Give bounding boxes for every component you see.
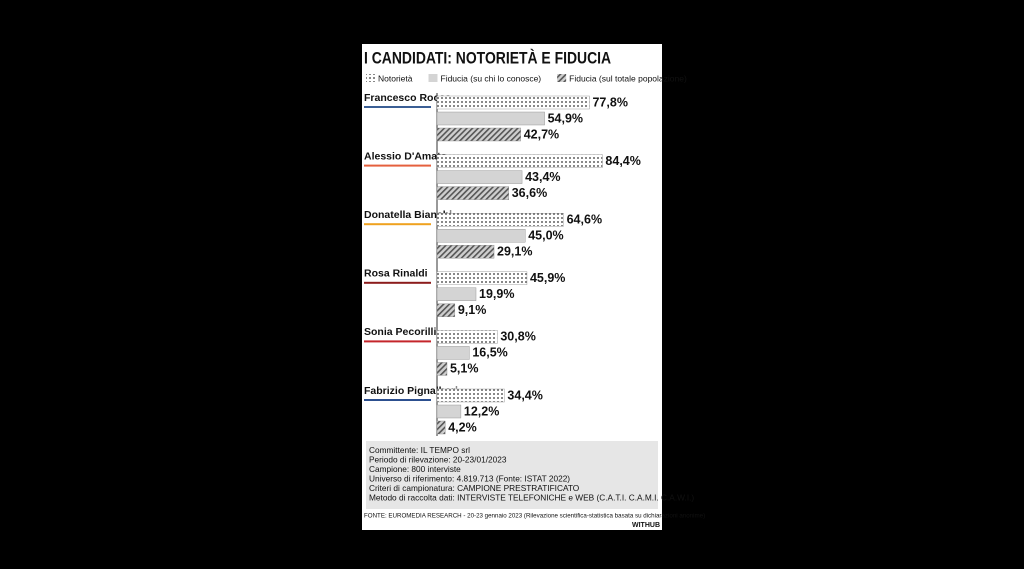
bar [436,271,528,285]
note: Periodo di rilevazione: 20-23/01/2023 [369,455,507,465]
bar [436,303,456,317]
category-label: Rosa Rinaldi [364,268,428,280]
note: Universo di riferimento: 4.819.713 (Font… [369,474,570,484]
bar [436,362,448,376]
legend-label: Fiducia (sul totale popolazione) [569,73,687,83]
note: Metodo di raccolta dati: INTERVISTE TELE… [369,493,694,503]
value-label: 36,6% [512,186,547,200]
note: Committente: IL TEMPO srl [369,445,470,455]
chart-title: I CANDIDATI: NOTORIETÀ E FIDUCIA [364,49,611,68]
note: Criteri di campionatura: CAMPIONE PRESTR… [369,483,580,493]
bar [436,111,545,126]
category-underline [364,281,431,284]
value-label: 64,6% [567,212,602,226]
legend-label: Fiducia (su chi lo conosce) [441,73,542,83]
category-underline [364,223,431,226]
bar [436,388,505,403]
value-label: 45,0% [528,228,563,242]
value-label: 5,1% [450,362,479,376]
category-label: Donatella Bianchi [364,209,452,221]
value-label: 4,2% [448,420,477,434]
value-label: 84,4% [605,154,640,168]
legend-label: Notorietà [378,73,413,83]
bar [436,228,526,243]
notes-box [366,441,658,509]
bar [436,95,590,110]
bar [436,287,477,301]
bar [436,420,446,435]
value-label: 12,2% [464,404,499,418]
category-underline [364,399,431,401]
bar [436,212,564,227]
bar [436,186,509,200]
value-label: 54,9% [548,111,583,125]
value-label: 42,7% [524,127,559,141]
value-label: 9,1% [458,303,487,317]
category-label: Francesco Rocca [364,92,451,104]
category-underline [364,164,431,167]
legend-swatch [428,74,438,82]
value-label: 29,1% [497,244,532,258]
value-label: 34,4% [507,388,542,402]
legend-swatch [366,74,375,82]
value-label: 16,5% [472,346,507,360]
category-label: Alessio D'Amato [364,150,447,162]
value-label: 77,8% [592,95,627,109]
category-label: Sonia Pecorilli [364,326,436,338]
bar [436,346,470,360]
bar [436,170,523,184]
bar [436,330,498,344]
value-label: 43,4% [525,170,560,184]
bar [436,154,603,168]
category-underline [364,340,431,343]
note: Campione: 800 interviste [369,464,461,474]
legend-swatch [557,74,567,82]
value-label: 19,9% [479,287,514,301]
value-label: 30,8% [500,330,535,344]
category-underline [364,106,431,108]
category-label: Fabrizio Pignalberi [364,385,458,397]
source: FONTE: EUROMEDIA RESEARCH - 20-23 gennai… [364,513,705,520]
bar [436,404,462,419]
bar [436,244,495,259]
bar [436,127,521,142]
brand: WITHUB [632,522,660,529]
value-label: 45,9% [530,271,565,285]
